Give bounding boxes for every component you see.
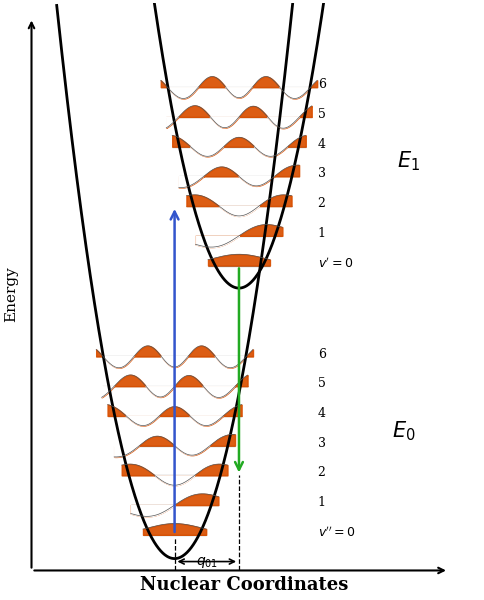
Text: 2: 2 [317,466,325,479]
Text: 1: 1 [317,496,325,509]
Text: 3: 3 [317,437,325,450]
Text: Energy: Energy [4,266,18,322]
Text: 2: 2 [317,197,325,210]
Text: Nuclear Coordinates: Nuclear Coordinates [139,576,347,594]
Text: 4: 4 [317,407,325,420]
Text: 3: 3 [317,167,325,181]
Text: $E_1$: $E_1$ [396,149,419,173]
Text: 5: 5 [317,108,325,121]
Text: $v' = 0$: $v' = 0$ [317,256,352,271]
Text: 6: 6 [317,347,325,361]
Text: 4: 4 [317,138,325,151]
Text: 1: 1 [317,227,325,240]
Text: $E_0$: $E_0$ [391,419,414,443]
Text: 6: 6 [317,79,325,91]
Text: $q_{01}$: $q_{01}$ [195,555,217,570]
Text: $v'' = 0$: $v'' = 0$ [317,526,355,540]
Text: 5: 5 [317,377,325,391]
